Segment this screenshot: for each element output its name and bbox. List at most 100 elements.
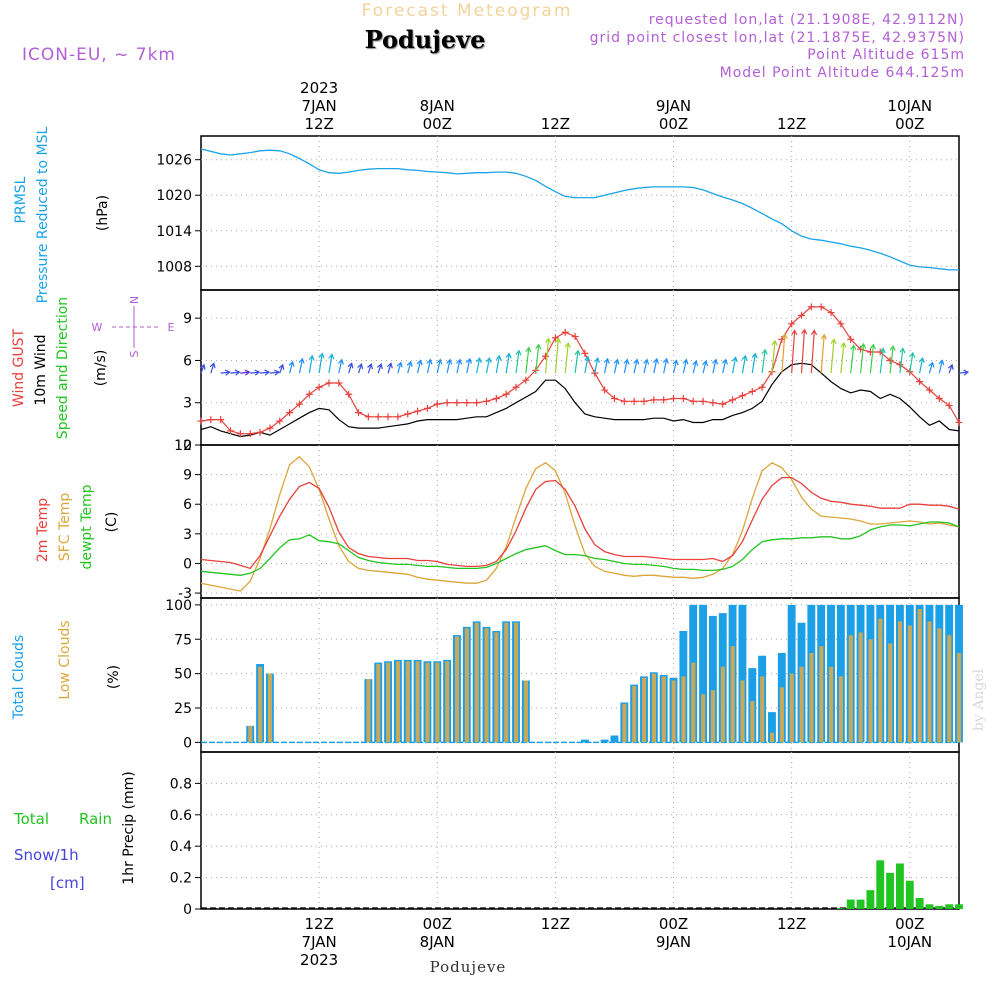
low-cloud-bar (957, 653, 962, 743)
wind-arrow-head (436, 358, 443, 365)
low-clouds-label: Low Clouds (57, 620, 73, 699)
wind-arrow-head (416, 359, 423, 366)
wind-arrow (692, 360, 697, 374)
wind-arrow (426, 359, 432, 374)
temp-plot (200, 455, 960, 592)
wind-arrow-head (801, 328, 808, 335)
low-cloud-bar (454, 636, 460, 743)
gust-marker (817, 303, 825, 311)
gust-marker (748, 387, 756, 395)
point-altitude: Point Altitude 615m (807, 47, 965, 63)
gust-marker (522, 376, 530, 384)
time-label-top: 00Z (423, 115, 452, 133)
wind-arrow (800, 329, 806, 374)
watermark: by Angel (971, 668, 987, 731)
snow-label: Snow/1h (14, 846, 79, 864)
gust-marker (227, 427, 235, 435)
wind-arrow (761, 349, 766, 374)
panel-frames (200, 135, 960, 910)
wind-arrow (879, 348, 884, 374)
gust-marker (276, 417, 284, 425)
wind-arrow-head (771, 339, 778, 346)
wind-arrow-head (574, 349, 581, 356)
gust-marker (955, 418, 963, 426)
temp-tick-label: 12 (174, 438, 192, 454)
wind-arrow-head (224, 369, 231, 376)
pressure-frame (200, 135, 960, 291)
wind-arrow (564, 343, 569, 374)
wind-arrow-head (830, 338, 837, 345)
wind-arrow-head (682, 358, 689, 365)
low-cloud-bar (464, 628, 469, 743)
wind-arrow (869, 344, 874, 374)
total-cloud-bar (580, 739, 589, 743)
wind-arrow-head (367, 363, 374, 370)
wind-arrow (525, 347, 530, 374)
wind-arrow (436, 359, 441, 374)
wind-arrow (919, 358, 924, 374)
gust-marker (246, 430, 254, 438)
low-cloud-bar (671, 680, 676, 743)
pressure-line (200, 148, 959, 271)
gust-marker (807, 303, 815, 311)
compass-n: N (128, 296, 141, 304)
pressure-y-axis: 1008 1014 1020 1026 (156, 153, 201, 275)
rain-bar (895, 863, 904, 909)
wind-arrow (850, 345, 855, 374)
location-title: Podujeve (365, 25, 486, 54)
wind-arrow (200, 364, 205, 374)
wind-arrow (298, 358, 304, 374)
gust-marker (197, 417, 205, 425)
gust-marker (453, 399, 461, 407)
low-cloud-bar (848, 635, 853, 743)
compass-rose: N S W E (92, 296, 175, 358)
gust-marker (788, 320, 796, 328)
time-label-bottom: 12Z (304, 915, 333, 933)
time-label-bottom: 8JAN (420, 933, 455, 951)
wind-arrow (948, 364, 953, 374)
wind-arrow-head (918, 356, 925, 364)
gust-marker (670, 395, 678, 402)
wind-arrow (751, 353, 756, 374)
time-label-top: 9JAN (656, 97, 691, 115)
wind-arrow (859, 343, 865, 374)
time-label-top: 12Z (777, 115, 806, 133)
rain-bar (945, 904, 954, 909)
pressure-tick-label: 1008 (156, 259, 192, 275)
wind-arrow (279, 364, 284, 374)
gust-marker (935, 395, 943, 402)
pressure-tick-label: 1014 (156, 224, 192, 240)
wind-arrow (466, 358, 471, 374)
gust-marker (827, 309, 835, 317)
compass-w: W (92, 321, 103, 334)
time-label-top: 2023 (300, 79, 338, 97)
panel-grids (201, 136, 959, 909)
wind-arrow-head (308, 354, 315, 361)
wind-arrow (220, 371, 230, 374)
wind-arrow-head (643, 358, 650, 365)
low-cloud-bar (386, 662, 391, 743)
wind-arrow-head (264, 369, 271, 376)
wind-arrow (653, 358, 658, 374)
wind-arrow-head (899, 347, 906, 354)
low-cloud-bar (927, 621, 932, 743)
rain-bar (856, 899, 865, 909)
temp-y-axis: -3 0 3 6 9 12 (174, 438, 201, 602)
dewpt-line (200, 521, 960, 576)
gust-marker (601, 386, 609, 394)
gust-marker (797, 311, 805, 319)
wind-y-axis: 0 3 6 9 (183, 311, 201, 454)
wind-arrow-head (465, 357, 472, 364)
wind-arrow-head (928, 361, 935, 368)
gust-marker (364, 413, 372, 421)
wind-arrow-head (199, 363, 206, 370)
wind-arrow-head (593, 356, 601, 364)
rain-bar (886, 872, 895, 909)
wind-arrow-head (963, 369, 970, 376)
wind-arrow-head (357, 363, 364, 370)
wind-arrow (544, 338, 550, 374)
wind-arrow (722, 359, 727, 374)
wind-arrow-head (781, 332, 788, 339)
rain-bar (925, 904, 934, 909)
